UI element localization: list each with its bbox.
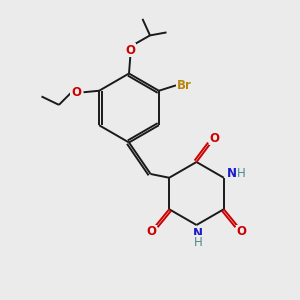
- Text: O: O: [146, 225, 156, 238]
- Text: O: O: [209, 131, 220, 145]
- Text: Br: Br: [177, 79, 191, 92]
- Text: N: N: [193, 227, 203, 240]
- Text: O: O: [71, 86, 81, 99]
- Text: H: H: [237, 167, 246, 180]
- Text: N: N: [227, 167, 237, 180]
- Text: O: O: [125, 44, 136, 57]
- Text: O: O: [237, 225, 247, 238]
- Text: H: H: [194, 236, 202, 249]
